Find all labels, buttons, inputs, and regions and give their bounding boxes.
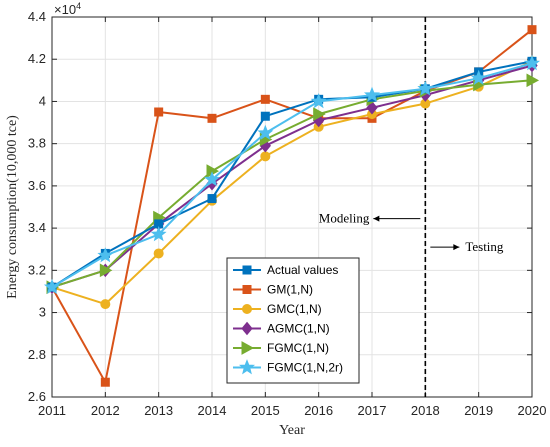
legend-label-gmc-1-n: GMC(1,N)	[267, 302, 322, 316]
data-point-gm-1-n-2013	[154, 107, 164, 117]
data-point-fgmc-1-n-2r-2016	[310, 92, 327, 109]
legend-label-fgmc-1-n-2r: FGMC(1,N,2r)	[267, 361, 343, 375]
data-point-fgmc-1-n-2r-2017	[363, 86, 381, 102]
legend-marker-fgmc-1-n	[241, 341, 255, 355]
legend-item-fgmc-1-n: FGMC(1,N)	[233, 341, 329, 355]
x-axis-label: Year	[279, 423, 305, 438]
data-point-fgmc-1-n-2r-2018	[417, 80, 434, 96]
legend-marker-gm-1-n	[242, 285, 252, 294]
legend-item-agmc-1-n: AGMC(1,N)	[233, 322, 330, 336]
data-point-actual-values-2014	[207, 194, 217, 204]
x-tick-label-8: 2019	[464, 403, 493, 418]
data-point-actual-values-2015	[260, 111, 270, 121]
modeling-arrow-head	[373, 215, 380, 222]
legend-label-actual-values: Actual values	[267, 263, 338, 277]
data-point-fgmc-1-n-2r-2013	[150, 225, 167, 242]
annotation-modeling: Modeling	[319, 211, 370, 226]
x-tick-label-3: 2014	[198, 403, 227, 418]
legend-marker-actual-values	[242, 265, 252, 275]
legend-marker-gmc-1-n	[242, 304, 252, 314]
data-point-gmc-1-n-2013	[153, 248, 164, 259]
legend-marker-fgmc-1-n-2r	[238, 359, 256, 375]
data-point-fgmc-1-n-2r-2011	[43, 278, 61, 295]
x-tick-label-5: 2016	[304, 403, 333, 418]
y-tick-label-0: 2.6	[28, 389, 46, 404]
data-point-fgmc-1-n-2020	[526, 73, 540, 88]
y-tick-label-8: 4.2	[28, 51, 46, 66]
data-point-gm-1-n-2015	[260, 94, 270, 104]
data-point-agmc-1-n-2017	[366, 100, 378, 115]
x-tick-label-1: 2012	[91, 403, 120, 418]
legend-label-fgmc-1-n: FGMC(1,N)	[267, 341, 329, 355]
series-fgmc-1-n-2r	[43, 55, 541, 295]
data-point-fgmc-1-n-2r-2019	[470, 69, 487, 86]
legend-item-fgmc-1-n-2r: FGMC(1,N,2r)	[233, 359, 343, 375]
annotations: Modeling Testing	[319, 211, 504, 255]
data-point-fgmc-1-n-2r-2012	[97, 247, 114, 263]
plot-frame	[51, 16, 533, 398]
y-tick-label-3: 3.2	[28, 262, 46, 277]
data-point-fgmc-1-n-2r-2014	[203, 171, 221, 187]
x-tick-label-9: 2020	[518, 403, 547, 418]
annotation-testing: Testing	[465, 239, 504, 254]
y-tick-label-4: 3.4	[28, 220, 46, 235]
legend: Actual values GM(1,N) GMC(1,N) AGMC(1,N) FGM…	[226, 257, 360, 384]
x-tick-label-2: 2013	[144, 403, 173, 418]
legend-label-gm-1-n: GM(1,N)	[267, 283, 313, 297]
data-point-fgmc-1-n-2016	[313, 107, 326, 121]
legend-box	[226, 257, 360, 384]
y-exponent-base: ×10	[54, 2, 76, 17]
data-point-gm-1-n-2014	[207, 113, 217, 123]
y-tick-label-2: 3	[39, 305, 46, 320]
data-point-gm-1-n-2012	[100, 377, 110, 387]
legend-item-gmc-1-n: GMC(1,N)	[233, 302, 322, 316]
y-tick-label-9: 4.4	[28, 9, 46, 24]
y-tick-label-5: 3.6	[28, 178, 46, 193]
y-tick-label-1: 2.8	[28, 347, 46, 362]
y-tick-label-7: 4	[39, 93, 46, 108]
data-point-gmc-1-n-2012	[100, 299, 111, 310]
series-group	[43, 25, 541, 387]
series-line-fgmc-1-n-2r	[51, 62, 533, 289]
data-point-fgmc-1-n-2012	[99, 263, 113, 278]
testing-arrow-head	[453, 244, 460, 251]
legend-item-actual-values: Actual values	[233, 263, 338, 277]
legend-label-agmc-1-n: AGMC(1,N)	[267, 322, 330, 336]
data-point-gmc-1-n-2015	[260, 151, 271, 162]
x-tick-label-6: 2017	[358, 403, 387, 418]
series-line-gmc-1-n	[51, 60, 533, 306]
y-axis-exponent: ×104	[54, 1, 81, 17]
y-exponent-power: 4	[76, 1, 81, 11]
y-axis-label: Energy consumption(10,000 tce)	[5, 115, 20, 299]
tick-labels: 2011 2012 2013 2014 2015 2016 2017 2018 2019 2020…	[28, 9, 547, 418]
data-point-fgmc-1-n-2r-2020	[523, 55, 541, 71]
data-point-gm-1-n-2020	[527, 25, 537, 35]
y-tick-label-6: 3.8	[28, 136, 46, 151]
data-point-fgmc-1-n-2r-2015	[257, 124, 274, 140]
legend-marker-agmc-1-n	[241, 321, 253, 336]
x-tick-label-4: 2015	[251, 403, 280, 418]
x-tick-label-0: 2011	[38, 403, 66, 418]
series-line-actual-values	[51, 60, 533, 289]
legend-item-gm-1-n: GM(1,N)	[233, 283, 313, 297]
x-tick-label-7: 2018	[411, 403, 440, 418]
